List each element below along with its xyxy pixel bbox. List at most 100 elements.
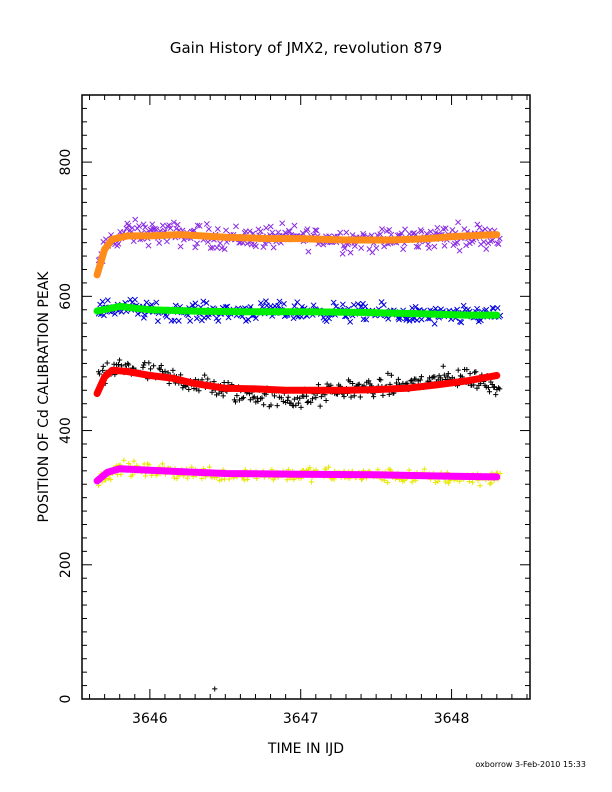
- data-point: [305, 248, 312, 255]
- data-point: [153, 299, 160, 306]
- data-point: [125, 222, 132, 229]
- data-point: [339, 250, 346, 257]
- data-point: [473, 369, 479, 375]
- data-point: [247, 397, 253, 403]
- data-point: [388, 372, 395, 378]
- data-point: [118, 471, 124, 477]
- data-point: [146, 360, 152, 366]
- data-point: [432, 374, 438, 380]
- data-point: [474, 385, 480, 391]
- data-point: [294, 395, 301, 401]
- data-point: [246, 228, 253, 235]
- data-point: [167, 225, 174, 232]
- data-point: [379, 226, 385, 233]
- y-tick-label: 400: [58, 417, 74, 444]
- data-point: [483, 246, 490, 252]
- data-point: [493, 392, 499, 398]
- data-point: [347, 379, 353, 385]
- data-point: [310, 302, 317, 309]
- data-point: [217, 240, 224, 247]
- data-point: [373, 245, 380, 252]
- data-point: [108, 477, 114, 483]
- data-point: [463, 242, 470, 249]
- data-point: [252, 243, 259, 250]
- data-point: [244, 476, 250, 482]
- data-point: [360, 230, 367, 237]
- data-point: [146, 462, 152, 468]
- data-point: [132, 216, 139, 223]
- data-point: [150, 363, 157, 369]
- data-point: [413, 243, 420, 250]
- data-point: [299, 230, 306, 237]
- data-point: [400, 246, 407, 253]
- data-point: [341, 394, 347, 400]
- fit-line: [93, 231, 501, 279]
- data-point: [130, 472, 136, 478]
- y-tick-label: 0: [58, 695, 74, 704]
- data-point: [166, 380, 172, 387]
- y-tick-label: 200: [58, 551, 74, 578]
- data-point: [261, 402, 267, 408]
- data-point: [445, 371, 451, 377]
- data-point: [149, 221, 156, 228]
- data-point: [221, 246, 228, 253]
- data-point: [203, 299, 210, 306]
- data-point: [408, 377, 415, 383]
- data-point: [196, 388, 202, 394]
- data-point: [330, 299, 337, 306]
- data-point: [196, 222, 203, 229]
- data-point: [441, 242, 448, 249]
- data-point: [141, 311, 148, 318]
- data-point: [418, 374, 425, 380]
- y-tick-label: 600: [58, 283, 74, 310]
- data-point: [295, 400, 302, 406]
- data-point: [203, 221, 210, 227]
- series-7: [93, 465, 501, 485]
- data-point: [435, 478, 441, 485]
- data-point: [351, 243, 358, 250]
- data-point: [274, 403, 280, 409]
- data-point: [386, 391, 392, 397]
- data-point: [441, 372, 447, 378]
- data-point: [130, 238, 137, 245]
- data-point: [485, 385, 492, 391]
- data-point: [347, 249, 354, 256]
- data-point: [159, 222, 166, 229]
- data-point: [497, 386, 503, 392]
- data-point: [393, 380, 400, 386]
- data-point: [177, 243, 184, 250]
- data-point: [495, 241, 502, 248]
- data-point: [280, 398, 286, 405]
- fit-line: [93, 465, 501, 485]
- data-point: [96, 371, 103, 377]
- data-point: [455, 367, 461, 373]
- data-point: [388, 231, 395, 238]
- data-point: [236, 397, 243, 403]
- data-point: [471, 382, 477, 388]
- data-point: [164, 223, 171, 230]
- data-point: [115, 240, 122, 247]
- data-point: [185, 475, 191, 481]
- data-point: [291, 396, 298, 402]
- data-point: [312, 227, 319, 234]
- data-point: [270, 244, 277, 251]
- data-point: [293, 402, 299, 408]
- x-tick-label: 3647: [283, 711, 319, 727]
- data-point: [294, 299, 301, 306]
- data-point: [154, 318, 161, 325]
- data-point: [105, 475, 111, 482]
- data-point: [255, 398, 261, 404]
- data-point: [494, 305, 501, 312]
- data-point: [225, 379, 231, 386]
- data-point: [395, 376, 401, 382]
- data-point: [357, 394, 363, 400]
- data-point: [308, 399, 314, 405]
- data-point: [313, 395, 319, 401]
- data-point: [170, 367, 176, 374]
- data-point: [426, 245, 432, 251]
- data-point: [445, 480, 452, 486]
- data-point: [427, 228, 434, 235]
- x-tick-label: 3646: [132, 711, 168, 727]
- y-axis-label: POSITION OF Cd CALIBRATION PEAK: [36, 271, 52, 523]
- x-axis-label: TIME IN IJD: [267, 741, 344, 757]
